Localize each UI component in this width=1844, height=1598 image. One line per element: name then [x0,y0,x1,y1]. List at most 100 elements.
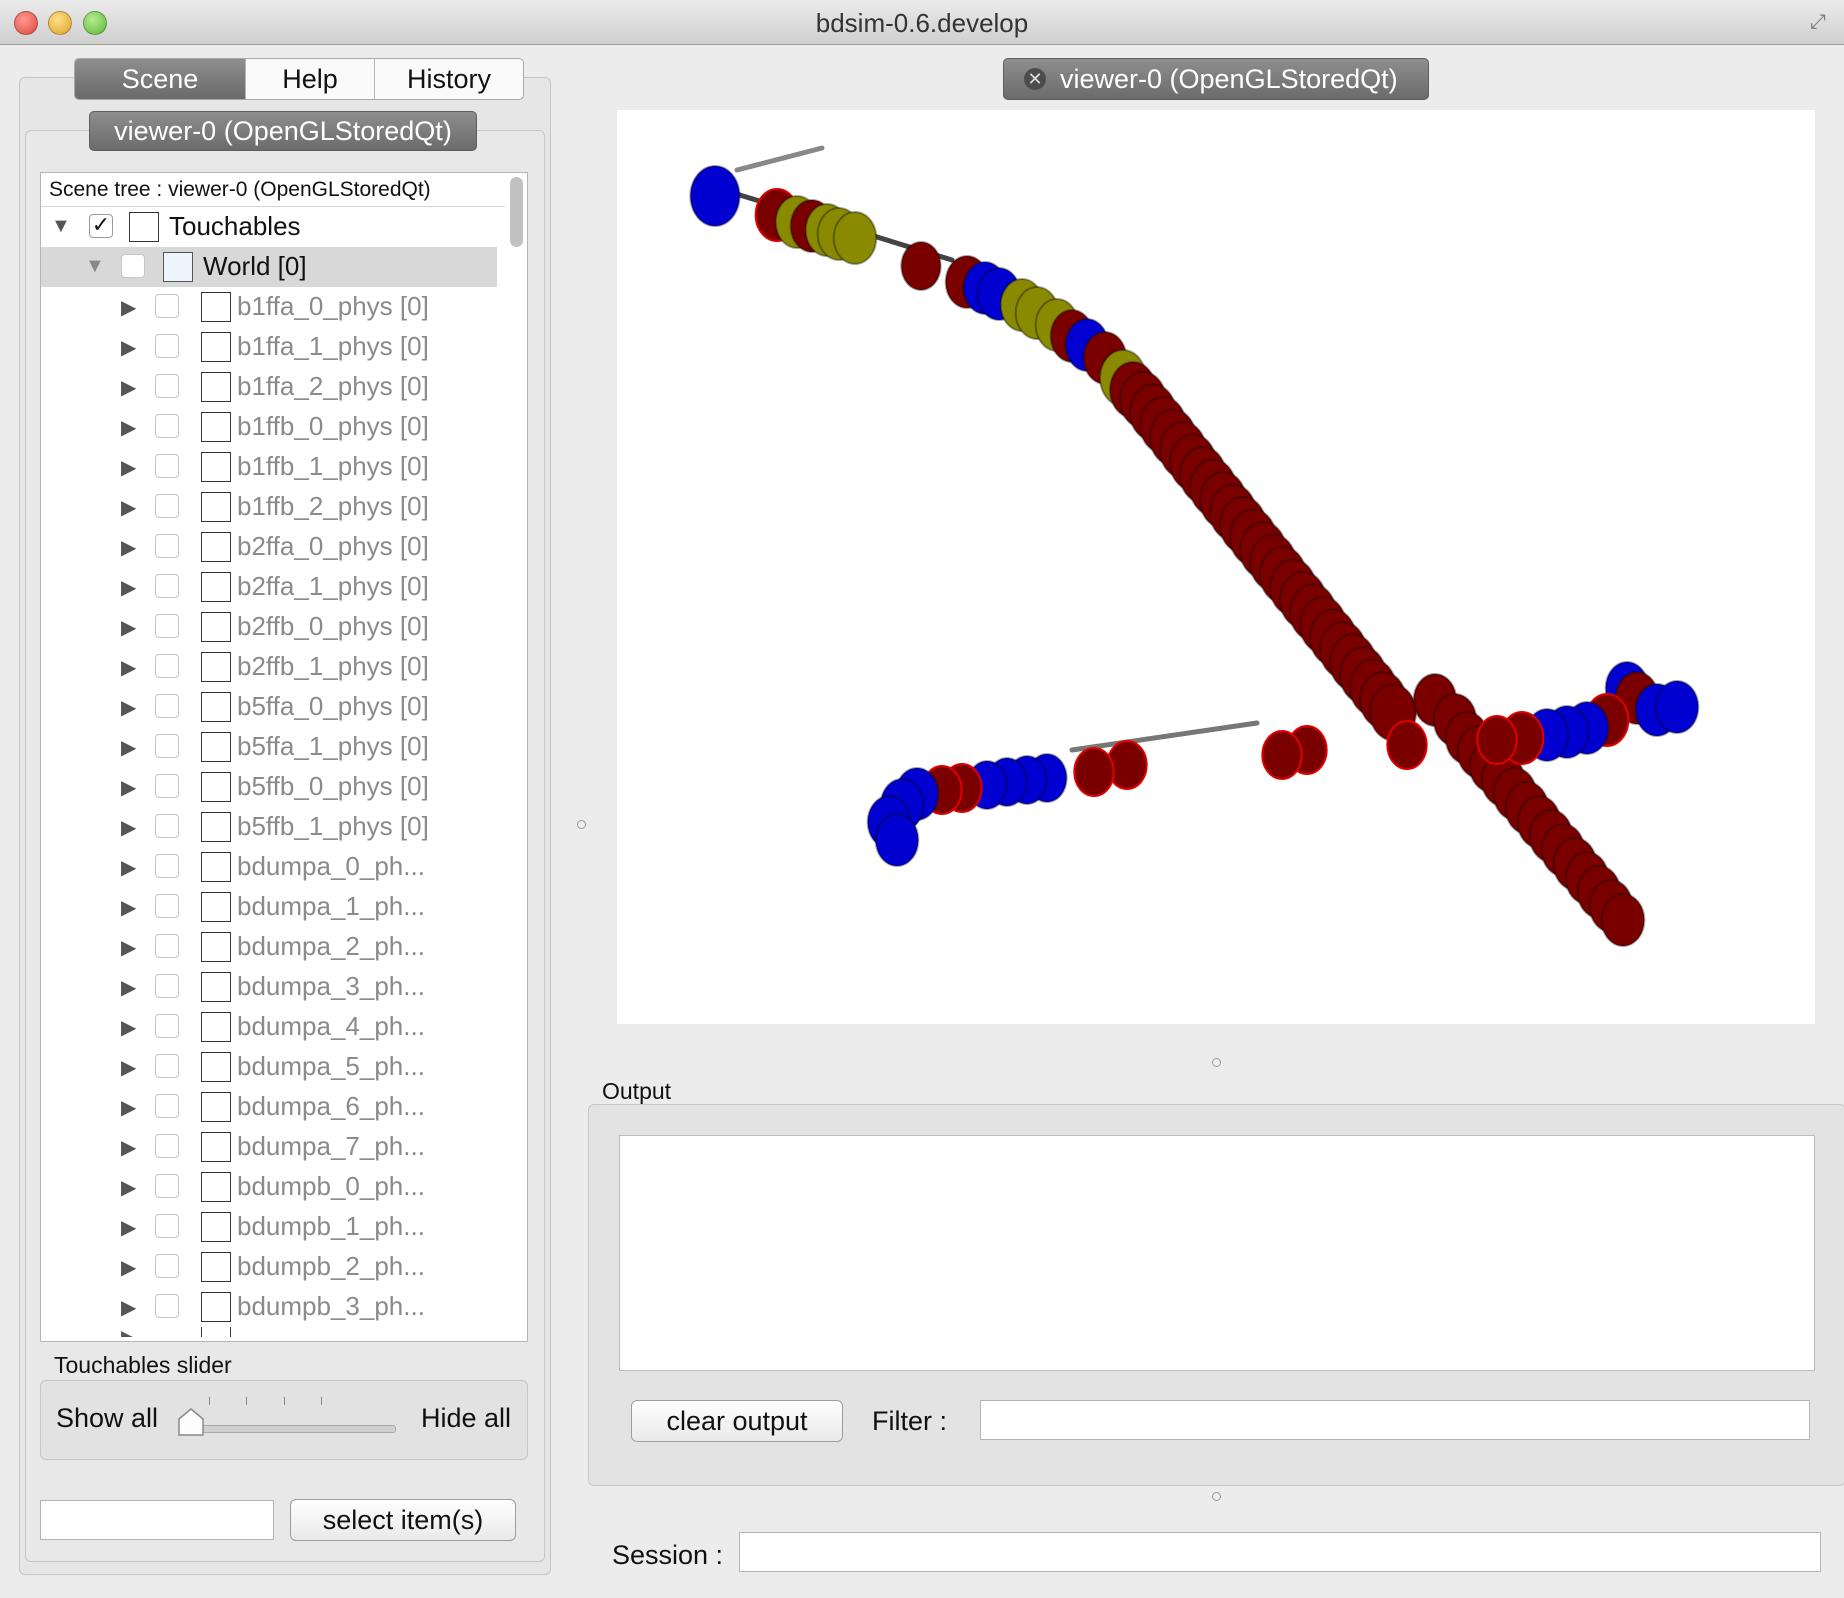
expand-arrow-icon[interactable]: ▶ [121,817,137,839]
tree-row[interactable]: ▶ b1ffb_2_phys [0] [41,487,497,527]
color-swatch[interactable] [201,412,231,442]
checkbox[interactable] [155,1174,179,1198]
checkbox[interactable] [155,374,179,398]
color-swatch[interactable] [201,1212,231,1242]
expand-arrow-icon[interactable]: ▶ [121,617,137,639]
filter-input[interactable] [980,1400,1810,1440]
expand-arrow-icon[interactable]: ▶ [121,497,137,519]
color-swatch[interactable] [201,1012,231,1042]
session-input[interactable] [739,1532,1821,1572]
checkbox[interactable] [155,574,179,598]
tree-row[interactable]: ▶ b1ffb_0_phys [0] [41,407,497,447]
splitter-handle[interactable] [1212,1492,1221,1501]
select-items-button[interactable]: select item(s) [290,1499,516,1541]
tree-row[interactable]: ▶ b1ffa_0_phys [0] [41,287,497,327]
expand-arrow-icon[interactable]: ▶ [121,897,137,919]
color-swatch[interactable] [201,292,231,322]
checkbox[interactable] [155,294,179,318]
tree-row[interactable]: ▶ bdumpa_5_ph... [41,1047,497,1087]
tab-scene-tree[interactable]: Scene tree [75,59,246,99]
color-swatch[interactable] [201,812,231,842]
opengl-viewer-canvas[interactable] [617,110,1815,1024]
expand-arrow-icon[interactable]: ▶ [121,377,137,399]
expand-arrow-icon[interactable]: ▶ [121,297,137,319]
tree-row[interactable]: ▶ b2ffb_1_phys [0] [41,647,497,687]
tree-scrollbar[interactable] [510,177,523,247]
minimize-window-button[interactable] [48,11,72,35]
expand-arrow-icon[interactable]: ▶ [121,1017,137,1039]
select-item-input[interactable] [40,1500,274,1540]
slider-thumb[interactable] [177,1407,205,1437]
tree-row[interactable]: ▶ bdumpb_2_ph... [41,1247,497,1287]
color-swatch[interactable] [201,1252,231,1282]
tree-row[interactable]: ▶ b1ffb_1_phys [0] [41,447,497,487]
tree-row[interactable]: ▶ bdumpa_2_ph... [41,927,497,967]
viewer-tab[interactable]: ✕ viewer-0 (OpenGLStoredQt) [1003,58,1429,100]
expand-arrow-icon[interactable]: ▼ [85,255,105,277]
checkbox[interactable] [155,414,179,438]
zoom-window-button[interactable] [83,11,107,35]
checkbox[interactable] [155,654,179,678]
tree-row-touchables[interactable]: ▼ ✓ Touchables [41,207,497,247]
expand-arrow-icon[interactable]: ▶ [121,1297,137,1319]
checkbox[interactable] [155,494,179,518]
slider-track[interactable] [180,1425,396,1433]
checkbox[interactable] [155,934,179,958]
tree-row[interactable]: ▶ bdumpa_1_ph... [41,887,497,927]
expand-arrow-icon[interactable]: ▶ [121,977,137,999]
expand-arrow-icon[interactable]: ▼ [51,215,71,237]
expand-arrow-icon[interactable]: ▶ [121,1257,137,1279]
scene-tree[interactable]: Scene tree : viewer-0 (OpenGLStoredQt) ▼… [40,172,528,1342]
close-tab-icon[interactable]: ✕ [1024,68,1046,90]
expand-arrow-icon[interactable]: ▶ [121,1097,137,1119]
tree-row[interactable]: ▶ bdumpa_6_ph... [41,1087,497,1127]
checkbox[interactable] [155,1214,179,1238]
tree-row[interactable]: ▶ b5ffb_0_phys [0] [41,767,497,807]
checkbox[interactable] [155,334,179,358]
expand-arrow-icon[interactable]: ▶ [121,1137,137,1159]
checkbox[interactable] [155,534,179,558]
close-window-button[interactable] [14,11,38,35]
color-swatch[interactable] [163,252,193,282]
checkbox[interactable] [155,1294,179,1318]
checkbox[interactable] [155,814,179,838]
checkbox[interactable] [155,974,179,998]
tree-row-world[interactable]: ▼ World [0] [41,247,497,287]
color-swatch[interactable] [201,772,231,802]
tree-row[interactable]: ▶ bdumpb_3_ph... [41,1287,497,1327]
checkbox[interactable] [155,1014,179,1038]
color-swatch[interactable] [201,1172,231,1202]
color-swatch[interactable] [201,332,231,362]
color-swatch[interactable] [201,1132,231,1162]
tree-row[interactable]: ▶ b5ffa_1_phys [0] [41,727,497,767]
tree-row[interactable]: ▶ bdumpb_1_ph... [41,1207,497,1247]
expand-arrow-icon[interactable]: ▶ [121,697,137,719]
output-text-area[interactable] [619,1135,1815,1371]
color-swatch[interactable] [201,492,231,522]
tree-row[interactable]: ▶ bdumpa_4_ph... [41,1007,497,1047]
color-swatch[interactable] [201,612,231,642]
tree-row[interactable]: ▶ bdumpa_7_ph... [41,1127,497,1167]
expand-arrow-icon[interactable]: ▶ [121,537,137,559]
expand-arrow-icon[interactable]: ▶ [121,577,137,599]
expand-arrow-icon[interactable]: ▶ [121,777,137,799]
expand-arrow-icon[interactable]: ▶ [121,1177,137,1199]
color-swatch[interactable] [201,452,231,482]
expand-arrow-icon[interactable]: ▶ [121,457,137,479]
expand-arrow-icon[interactable]: ▶ [121,417,137,439]
color-swatch[interactable] [201,1292,231,1322]
checkbox[interactable] [155,774,179,798]
checkbox[interactable] [155,694,179,718]
checkbox[interactable] [155,1094,179,1118]
color-swatch[interactable] [201,892,231,922]
color-swatch[interactable] [201,692,231,722]
color-swatch[interactable] [201,972,231,1002]
expand-arrow-icon[interactable]: ▶ [121,737,137,759]
expand-arrow-icon[interactable]: ▶ [121,337,137,359]
checkbox[interactable] [155,894,179,918]
tree-row[interactable]: ▶ bdumpb_0_ph... [41,1167,497,1207]
tree-row[interactable]: ▶ b2ffb_0_phys [0] [41,607,497,647]
checkbox-checked[interactable]: ✓ [89,214,113,238]
checkbox[interactable] [155,1254,179,1278]
checkbox[interactable] [121,254,145,278]
